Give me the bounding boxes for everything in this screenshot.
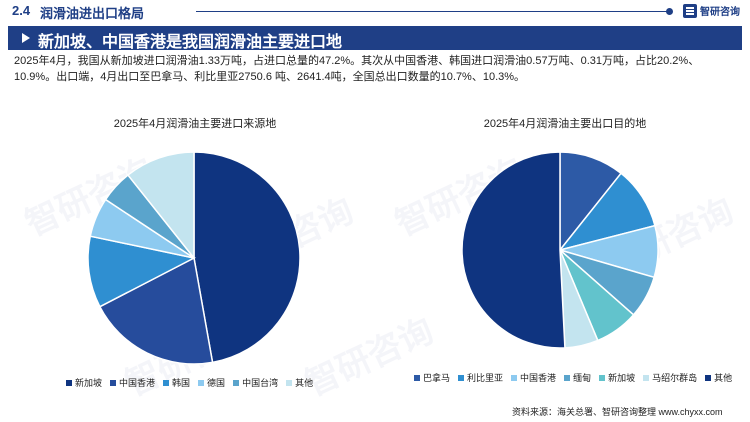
import-legend-item: 德国 bbox=[198, 376, 225, 389]
legend-swatch bbox=[163, 379, 170, 386]
export-chart-title: 2025年4月润滑油主要出口目的地 bbox=[483, 118, 647, 130]
legend-label: 巴拿马 bbox=[423, 373, 451, 383]
export-legend-item: 其他 bbox=[705, 371, 732, 384]
legend-label: 韩国 bbox=[172, 378, 191, 388]
section-title: 润滑油进出口格局 bbox=[40, 6, 145, 21]
legend-swatch bbox=[198, 379, 205, 386]
legend-label: 马绍尔群岛 bbox=[652, 373, 698, 383]
watermark: 智研咨询 bbox=[299, 311, 440, 404]
summary-paragraph: 2025年4月，我国从新加坡进口润滑油1.33万吨，占进口总量的47.2%。其次… bbox=[14, 55, 700, 83]
headline-banner: 新加坡、中国香港是我国润滑油主要进口地 bbox=[8, 26, 742, 51]
legend-label: 新加坡 bbox=[608, 373, 636, 383]
legend-swatch bbox=[286, 379, 293, 386]
export-legend-item: 新加坡 bbox=[599, 371, 635, 384]
import-legend-item: 其他 bbox=[286, 376, 313, 389]
play-arrow-icon bbox=[22, 33, 30, 43]
legend-swatch bbox=[66, 379, 72, 386]
legend-label: 中国香港 bbox=[520, 373, 557, 383]
legend-swatch bbox=[511, 374, 518, 381]
legend-label: 新加坡 bbox=[75, 378, 103, 388]
import-legend-item: 新加坡 bbox=[66, 376, 102, 389]
logo-icon bbox=[683, 3, 697, 18]
legend-label: 中国香港 bbox=[119, 378, 156, 388]
import-slice-3 bbox=[87, 235, 197, 308]
legend-label: 其他 bbox=[295, 378, 314, 388]
import-legend-item: 中国香港 bbox=[110, 376, 155, 389]
export-legend-item: 利比里亚 bbox=[458, 371, 503, 384]
legend-label: 德国 bbox=[207, 378, 226, 388]
legend-swatch bbox=[705, 374, 712, 381]
export-pie-chart bbox=[461, 151, 659, 349]
logo-text: 智研咨询 bbox=[700, 7, 740, 18]
export-legend-item: 巴拿马 bbox=[414, 371, 450, 384]
legend-swatch bbox=[599, 374, 606, 381]
import-chart-title: 2025年4月润滑油主要进口来源地 bbox=[113, 118, 277, 130]
import-legend-item: 韩国 bbox=[163, 376, 190, 389]
legend-swatch bbox=[458, 374, 465, 381]
source-note: 资料来源：海关总署、智研咨询整理 www.chyxx.com bbox=[512, 407, 723, 417]
import-legend: 新加坡 中国香港 韩国 德国 中国台湾 其他 bbox=[66, 376, 321, 389]
export-legend: 巴拿马 利比里亚 中国香港 缅甸 新加坡 马绍尔群岛 其他 bbox=[414, 371, 740, 384]
legend-swatch bbox=[414, 374, 420, 381]
logo: 智研咨询 bbox=[683, 3, 740, 18]
import-pie-chart bbox=[87, 151, 301, 365]
headline-text: 新加坡、中国香港是我国润滑油主要进口地 bbox=[38, 34, 343, 51]
legend-swatch bbox=[233, 379, 240, 386]
export-slice-7 bbox=[461, 151, 566, 349]
divider-line bbox=[196, 11, 670, 12]
legend-label: 中国台湾 bbox=[242, 378, 279, 388]
import-slice-2 bbox=[98, 256, 214, 365]
import-slice-6 bbox=[126, 151, 195, 261]
import-slice-1 bbox=[193, 151, 301, 364]
legend-label: 利比里亚 bbox=[467, 373, 504, 383]
section-number: 2.4 bbox=[12, 3, 31, 18]
legend-swatch bbox=[643, 374, 650, 381]
top-bar: 2.4 润滑油进出口格局 智研咨询 bbox=[0, 0, 750, 22]
export-legend-item: 马绍尔群岛 bbox=[643, 371, 697, 384]
divider-dot bbox=[666, 8, 673, 15]
legend-label: 缅甸 bbox=[573, 373, 592, 383]
legend-label: 其他 bbox=[714, 373, 733, 383]
import-legend-item: 中国台湾 bbox=[233, 376, 278, 389]
export-legend-item: 缅甸 bbox=[564, 371, 591, 384]
export-legend-item: 中国香港 bbox=[511, 371, 556, 384]
legend-swatch bbox=[110, 379, 117, 386]
legend-swatch bbox=[564, 374, 571, 381]
